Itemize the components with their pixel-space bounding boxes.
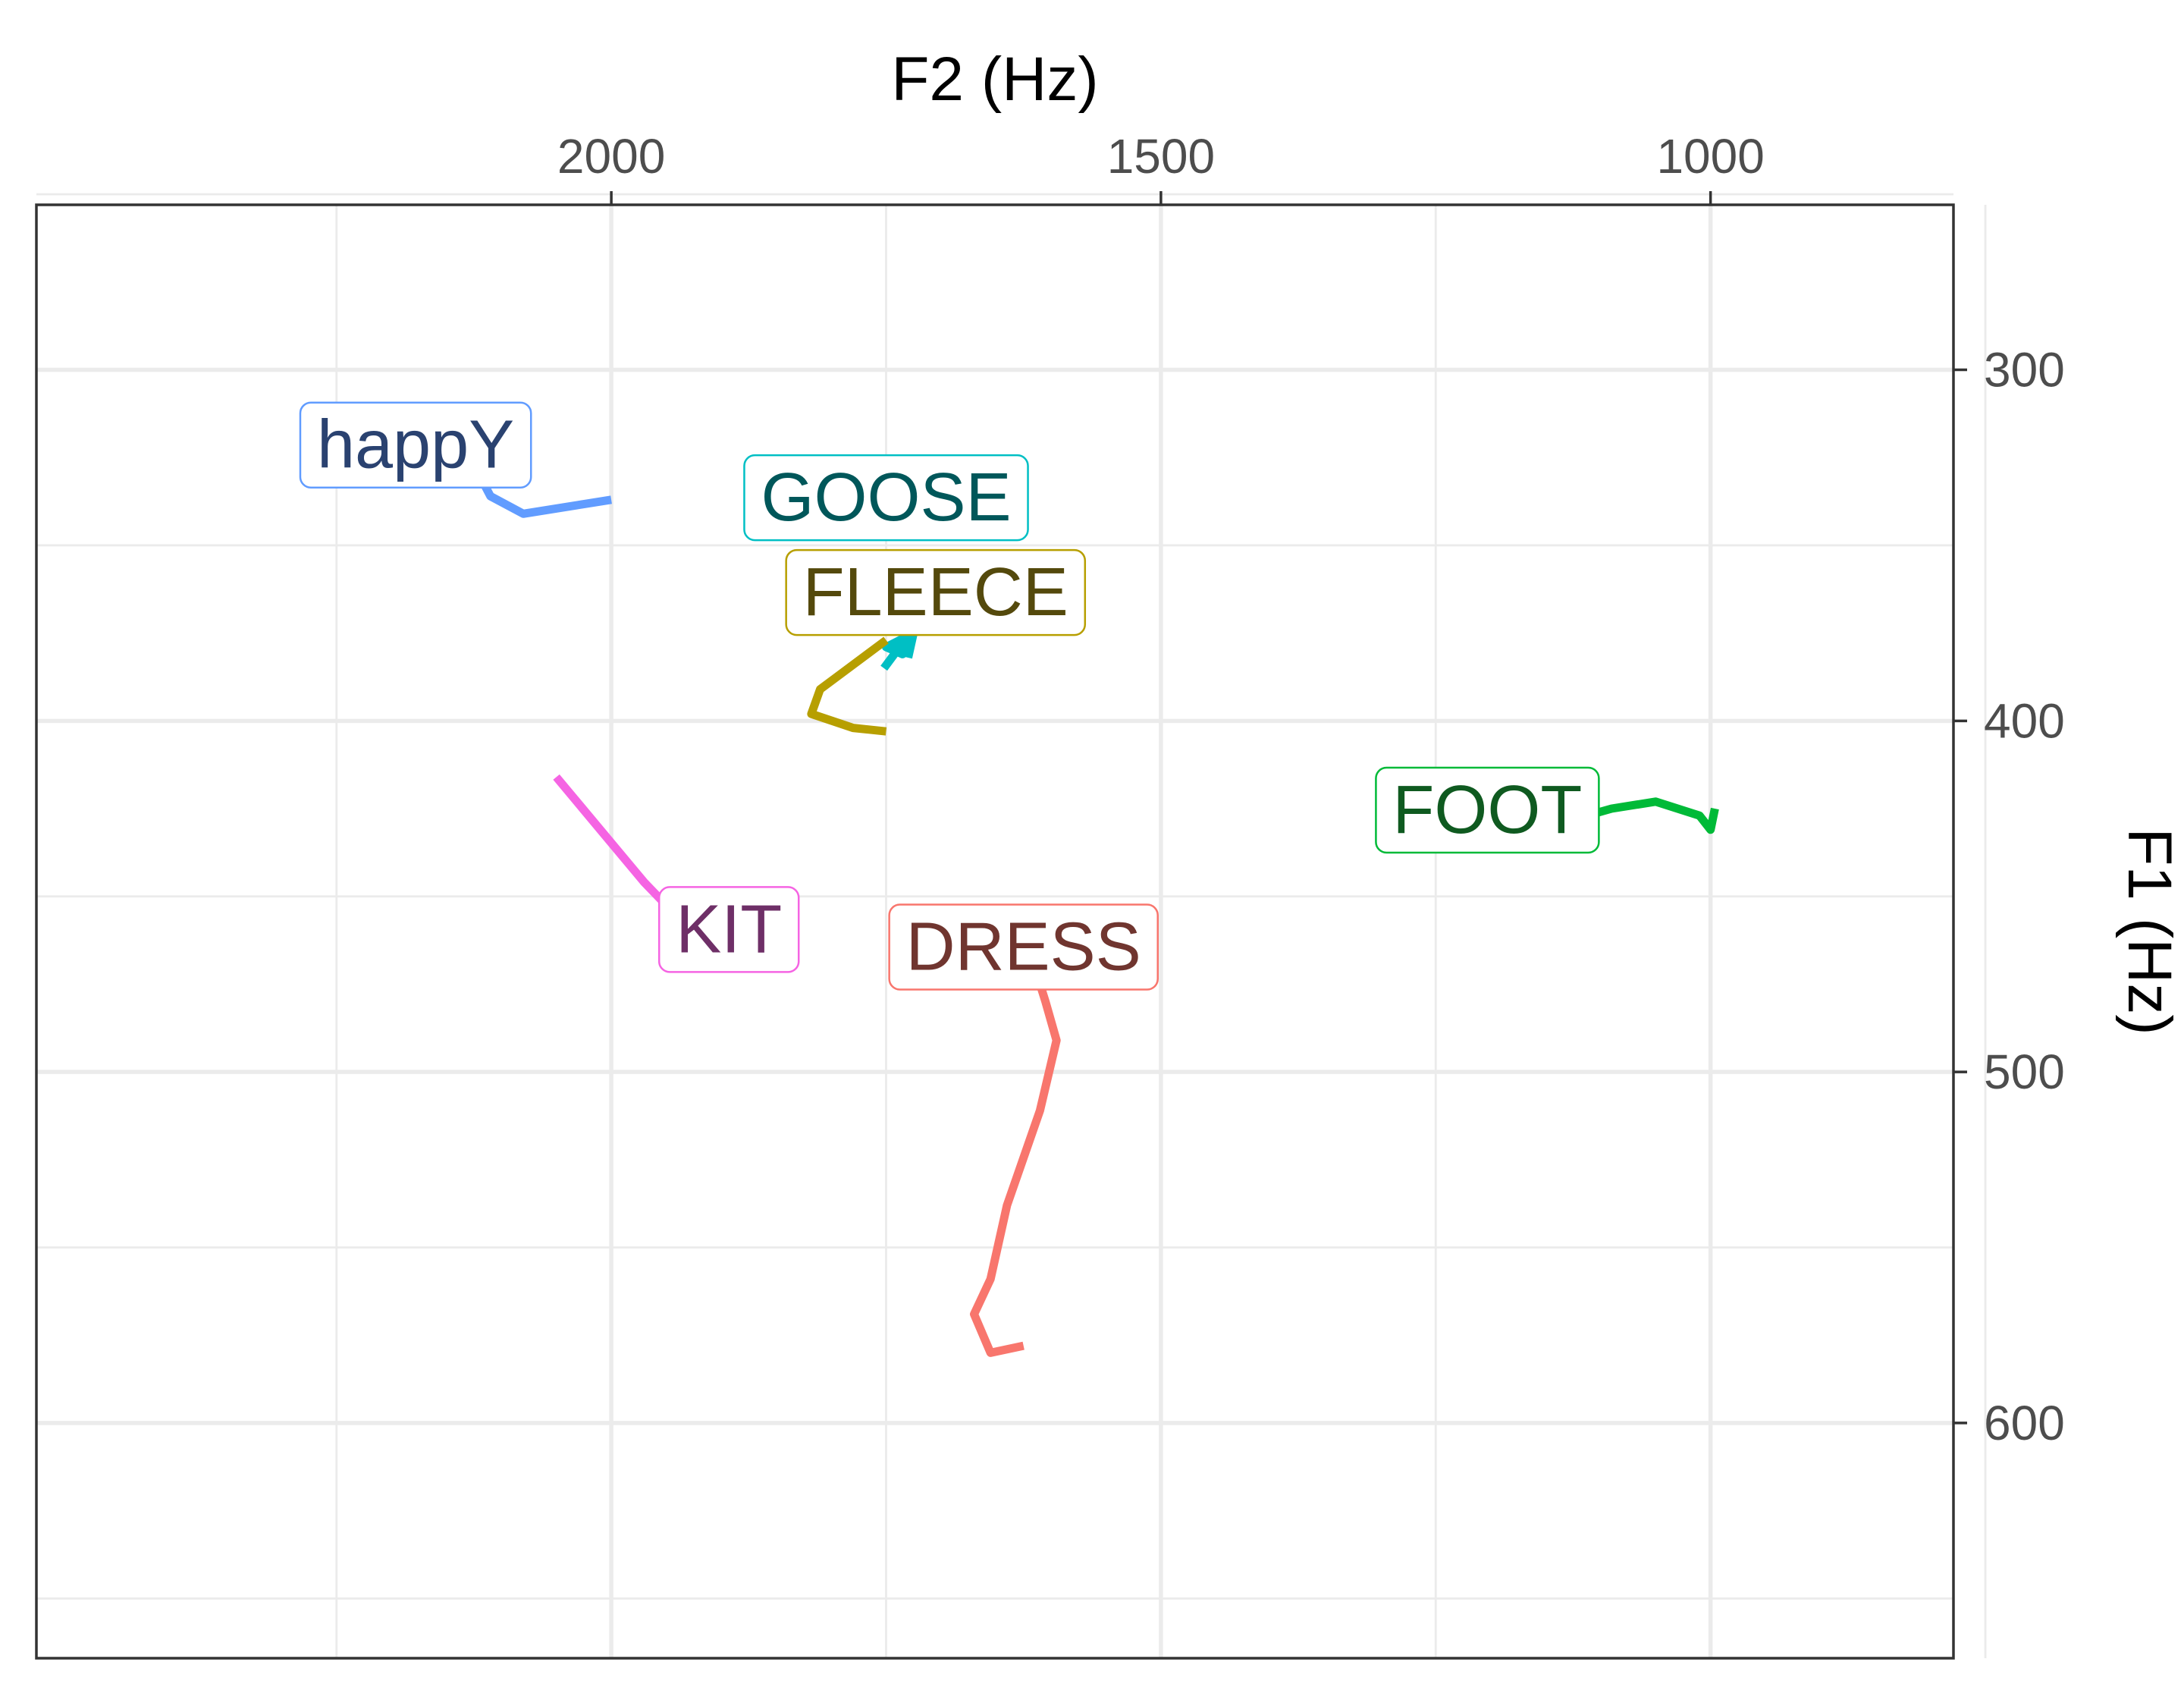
label-fleece: FLEECE — [785, 548, 1087, 636]
label-box — [657, 886, 800, 973]
label-box — [785, 548, 1087, 636]
label-box — [743, 454, 1029, 542]
vowel-labels: happY GOOSE FLEECE FOOT KIT DRESS — [299, 401, 1600, 991]
grid-lines — [36, 193, 1987, 1658]
label-text: DRESS — [906, 910, 1141, 985]
x-tick-label: 2000 — [557, 129, 665, 184]
label-box — [299, 401, 532, 489]
y-tick-label: 500 — [1984, 1045, 2065, 1099]
y-tick-label: 300 — [1984, 343, 2065, 397]
x-axis-title: F2 (Hz) — [891, 45, 1098, 114]
label-goose: GOOSE — [743, 454, 1029, 542]
label-dress: DRESS — [888, 903, 1159, 991]
label-happy: happY — [299, 401, 532, 489]
trajectory-fleece — [807, 636, 889, 736]
label-text: KIT — [676, 891, 782, 967]
x-tick-label: 1500 — [1107, 129, 1215, 184]
label-kit: KIT — [657, 886, 800, 973]
trajectory-dress — [970, 965, 1061, 1357]
label-box — [888, 903, 1159, 991]
label-foot: FOOT — [1375, 766, 1600, 854]
y-tick-label: 400 — [1984, 693, 2065, 748]
label-box — [1375, 766, 1600, 854]
trajectory-foot — [1573, 797, 1719, 834]
label-text: happY — [317, 407, 514, 483]
panel-border — [35, 203, 1955, 1660]
label-text: GOOSE — [761, 460, 1011, 536]
x-tick-label: 1000 — [1656, 129, 1764, 184]
label-text: FOOT — [1392, 772, 1582, 848]
trajectory-goose — [880, 629, 918, 671]
y-tick-label: 600 — [1984, 1396, 2065, 1450]
y-axis-title: F1 (Hz) — [2115, 828, 2184, 1035]
label-text: FLEECE — [803, 555, 1068, 630]
axes: 2000 1500 1000 300 400 500 600 — [557, 129, 2065, 1450]
